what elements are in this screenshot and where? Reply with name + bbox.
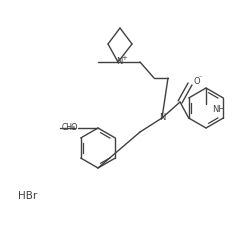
Text: N: N [116, 58, 122, 67]
Text: O: O [70, 124, 77, 133]
Text: NH: NH [212, 106, 225, 115]
Text: ⁻: ⁻ [199, 75, 203, 81]
Text: N: N [159, 113, 165, 122]
Text: HBr: HBr [18, 191, 37, 201]
Text: CH₃: CH₃ [62, 124, 76, 133]
Text: O: O [193, 77, 200, 86]
Text: +: + [121, 55, 127, 61]
